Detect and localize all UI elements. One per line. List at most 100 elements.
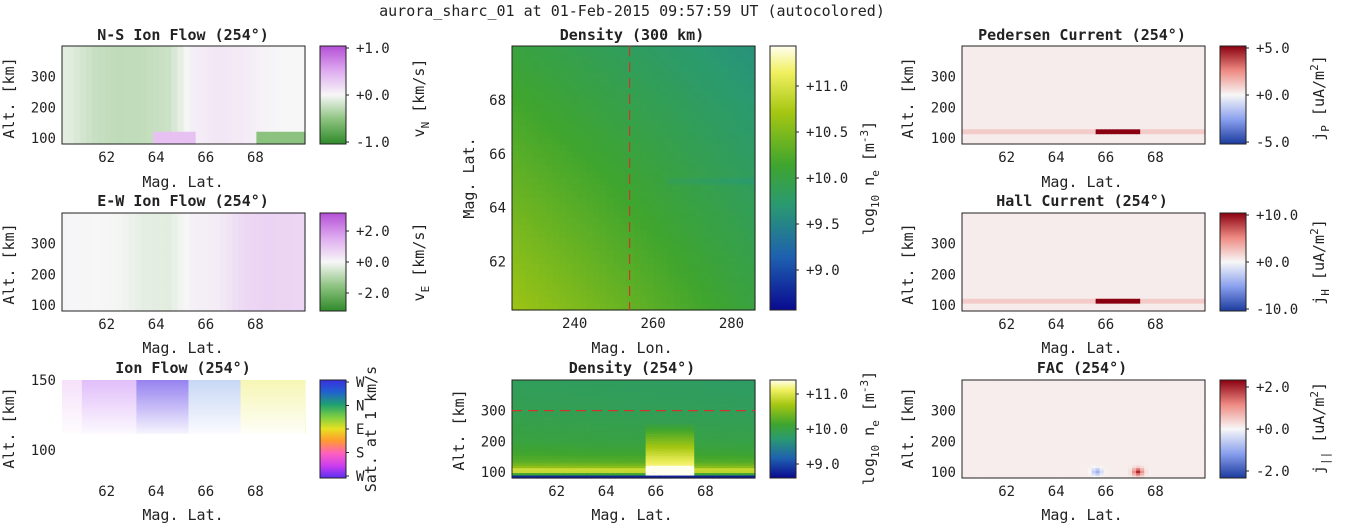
heatmap-cell <box>694 217 702 225</box>
heatmap-cell <box>742 392 750 396</box>
heatmap-cell <box>298 95 306 102</box>
heatmap-cell <box>554 453 562 457</box>
heatmap-cell <box>651 406 659 410</box>
heatmap-cell <box>1006 141 1012 145</box>
heatmap-cell <box>707 151 716 159</box>
heatmap-cell <box>621 441 629 445</box>
heatmap-cell <box>1010 139 1016 143</box>
heatmap-cell <box>990 95 995 99</box>
heatmap-cell <box>730 453 738 457</box>
heatmap-cell <box>159 225 166 232</box>
heatmap-cell <box>627 460 635 464</box>
heatmap-cell <box>572 426 580 430</box>
heatmap-cell <box>714 158 722 166</box>
heatmap-cell <box>518 270 527 278</box>
heatmap-cell <box>633 387 641 391</box>
heatmap-cell <box>559 191 567 199</box>
heatmap-cell <box>1006 82 1012 86</box>
heatmap-cell <box>532 65 540 73</box>
heatmap-cell <box>994 114 1000 118</box>
ew-ylabel: Alt. [km] <box>0 223 18 304</box>
heatmap-cell <box>572 441 580 445</box>
heatmap-cell <box>645 455 653 459</box>
heatmap-cell <box>518 421 525 425</box>
heatmap-cell <box>962 72 967 76</box>
heatmap-cell <box>998 117 1004 121</box>
heatmap-cell <box>597 448 604 452</box>
heatmap-cell <box>518 426 525 430</box>
heatmap-cell <box>578 426 586 430</box>
heatmap-cell <box>122 137 130 145</box>
heatmap-cell <box>966 136 971 140</box>
heatmap-cell <box>599 184 608 192</box>
heatmap-cell <box>213 219 221 226</box>
heatmap-cell <box>741 112 749 120</box>
heatmap-cell <box>603 465 610 469</box>
heatmap-cell <box>620 65 628 73</box>
heatmap-cell <box>707 277 716 285</box>
heatmap-cell <box>651 394 659 398</box>
heatmap-cell <box>694 392 701 396</box>
heatmap-cell <box>140 113 148 121</box>
heatmap-cell <box>640 230 648 238</box>
heatmap-cell <box>674 217 682 225</box>
heatmap-cell <box>700 438 707 442</box>
heatmap-cell <box>512 468 519 472</box>
heatmap-cell <box>578 433 586 437</box>
heatmap-cell <box>645 458 653 462</box>
heatmap-cell <box>219 255 227 263</box>
heatmap-cell <box>232 298 239 306</box>
heatmap-cell <box>280 231 288 239</box>
heatmap-cell <box>974 46 979 50</box>
heatmap-cell <box>586 145 594 153</box>
heatmap-cell <box>262 237 270 245</box>
heatmap-cell <box>128 46 136 53</box>
heatmap-cell <box>966 55 971 59</box>
heatmap-cell <box>518 290 527 298</box>
heatmap-cell <box>748 402 756 406</box>
heatmap-cell <box>615 414 622 418</box>
heatmap-cell <box>701 158 709 166</box>
heatmap-cell <box>532 197 540 205</box>
ns-title: N-S Ion Flow (254°) <box>97 26 269 44</box>
heatmap-cell <box>682 392 689 396</box>
heatmap-cell <box>536 455 543 459</box>
heatmap-cell <box>742 473 750 477</box>
heatmap-cell <box>597 429 604 433</box>
heatmap-cell <box>1006 99 1012 103</box>
heatmap-cell <box>1010 70 1016 74</box>
heatmap-cell <box>736 380 744 384</box>
heatmap-cell <box>250 113 257 121</box>
heatmap-cell <box>657 416 665 420</box>
heatmap-cell <box>62 101 69 108</box>
heatmap-cell <box>62 119 69 127</box>
heatmap-cell <box>700 455 707 459</box>
heatmap-cell <box>707 65 716 73</box>
heatmap-cell <box>572 429 580 433</box>
heatmap-cell <box>512 263 520 271</box>
heatmap-cell <box>680 85 689 93</box>
heatmap-cell <box>512 436 519 440</box>
heatmap-cell <box>110 107 118 114</box>
heatmap-cell <box>524 433 531 437</box>
heatmap-cell <box>609 441 616 445</box>
heatmap-cell <box>674 164 682 172</box>
heatmap-cell <box>134 280 142 288</box>
heatmap-cell <box>734 85 743 93</box>
heatmap-cell <box>195 46 203 53</box>
heatmap-cell <box>651 431 659 435</box>
heatmap-cell <box>262 249 270 257</box>
heatmap-cell <box>578 406 586 410</box>
heatmap-cell <box>559 59 567 67</box>
heatmap-cell <box>651 433 659 437</box>
heatmap-cell <box>578 380 586 384</box>
heatmap-cell <box>701 105 709 113</box>
heatmap-cell <box>647 105 655 113</box>
heatmap-cell <box>700 460 707 464</box>
heatmap-cell <box>280 113 288 121</box>
heatmap-cell <box>524 443 531 447</box>
heatmap-cell <box>524 455 531 459</box>
heatmap-cell <box>994 131 1000 135</box>
